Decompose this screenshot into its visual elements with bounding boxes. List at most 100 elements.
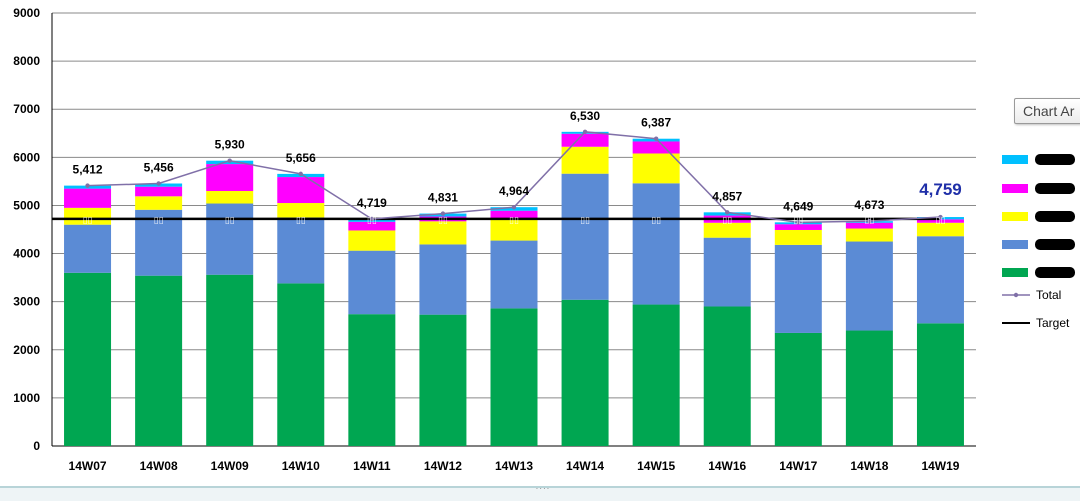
bar-segment-4 [845, 222, 893, 229]
target-marker: ▯▯ [438, 215, 448, 225]
total-data-label: 5,412 [73, 163, 103, 177]
bar-segment-2 [845, 241, 893, 331]
y-tick-label: 1000 [13, 391, 40, 405]
bar-segment-3 [703, 222, 751, 238]
bar-segment-3 [277, 203, 325, 218]
bar-segment-2 [348, 250, 396, 315]
total-point [369, 216, 375, 222]
target-marker: ▯▯ [509, 215, 519, 225]
legend-redaction [1035, 267, 1075, 278]
x-tick-label: 14W16 [708, 459, 746, 473]
x-tick-label: 14W09 [211, 459, 249, 473]
bar-segment-3 [348, 230, 396, 251]
total-data-label: 4,964 [499, 184, 529, 198]
legend-swatch-4 [1002, 184, 1028, 193]
bar-segment-3 [64, 207, 112, 225]
y-tick-label: 3000 [13, 295, 40, 309]
y-axis: 0 1000 2000 3000 4000 5000 6000 7000 8000 9000 [13, 6, 53, 453]
bar-segment-4 [632, 141, 680, 154]
x-tick-label: 14W19 [921, 459, 959, 473]
legend-target-label: Target [1036, 316, 1070, 330]
bar-segment-4 [916, 219, 964, 223]
total-data-label: 4,759 [919, 180, 962, 199]
x-tick-label: 14W14 [566, 459, 604, 473]
total-point [156, 181, 161, 186]
x-tick-label: 14W18 [850, 459, 888, 473]
bar-segment-3 [774, 229, 822, 245]
x-tick-label: 14W07 [69, 459, 107, 473]
bar-segment-2 [632, 183, 680, 305]
chart-area-tooltip: Chart Ar [1014, 98, 1080, 124]
x-axis: 14W07 14W08 14W09 14W10 14W11 14W12 14W13 14W14… [69, 459, 960, 473]
total-data-label: 5,456 [144, 161, 174, 175]
bar-segment-3 [135, 196, 183, 210]
legend-redaction [1035, 211, 1075, 222]
total-point [867, 218, 872, 224]
bar-segment-1 [64, 272, 112, 446]
x-tick-label: 14W11 [353, 459, 391, 473]
total-data-label: 5,930 [215, 138, 245, 152]
bar-segment-1 [703, 306, 751, 446]
bar-segment-1 [561, 299, 609, 446]
y-tick-label: 2000 [13, 343, 40, 357]
total-point [938, 214, 943, 220]
total-point [653, 136, 659, 141]
x-tick-label: 14W15 [637, 459, 675, 473]
x-tick-label: 14W08 [140, 459, 178, 473]
data-labels: 5,412 5,456 5,930 5,656 4,719 4,831 4,964 6,530… [73, 109, 962, 213]
stacked-bar-chart: 0 1000 2000 3000 4000 5000 6000 7000 8000 9000 ▯▯… [13, 6, 1075, 473]
y-tick-label: 0 [33, 439, 40, 453]
bar-segment-4 [561, 133, 609, 147]
bar-segment-2 [703, 237, 751, 307]
y-tick-label: 5000 [13, 198, 40, 212]
bar-segment-1 [348, 314, 396, 446]
total-line: ▯▯ ▯▯ ▯▯ ▯▯ ▯▯ ▯▯ ▯▯ ▯▯ ▯▯ ▯▯ ▯▯ ▯▯ ▯▯ [83, 129, 945, 225]
y-tick-label: 7000 [13, 102, 40, 116]
legend-total-label: Total [1036, 288, 1061, 302]
bar-segment-2 [277, 217, 325, 284]
bar-segment-4 [135, 186, 183, 197]
total-data-label: 5,656 [286, 151, 316, 165]
x-tick-label: 14W12 [424, 459, 462, 473]
x-tick-label: 14W10 [282, 459, 320, 473]
bar-segment-4 [348, 221, 396, 231]
x-tick-label: 14W17 [779, 459, 817, 473]
total-point [582, 129, 588, 135]
legend-swatch-3 [1002, 212, 1028, 221]
y-tick-label: 8000 [13, 54, 40, 68]
bar-segment-2 [419, 244, 467, 315]
target-marker: ▯▯ [83, 215, 93, 225]
target-marker: ▯▯ [580, 215, 590, 225]
bar-segment-4 [206, 164, 254, 192]
total-data-label: 4,857 [712, 189, 742, 203]
bar-segment-3 [561, 146, 609, 174]
total-data-label: 4,719 [357, 196, 387, 210]
legend-total-marker [1013, 292, 1019, 298]
bar-segment-4 [490, 210, 538, 220]
bar-segment-2 [64, 224, 112, 273]
target-marker: ▯▯ [225, 215, 235, 225]
bar-segment-4 [277, 177, 325, 204]
legend-redaction [1035, 154, 1075, 165]
bar-segment-2 [206, 203, 254, 275]
bar-segment-2 [490, 240, 538, 309]
bars [64, 131, 964, 446]
resize-grip[interactable]: ···· [535, 484, 551, 493]
target-marker: ▯▯ [367, 215, 377, 225]
total-data-label: 4,649 [783, 199, 813, 213]
bar-segment-3 [916, 222, 964, 237]
legend-swatch-2 [1002, 240, 1028, 249]
target-marker: ▯▯ [793, 215, 803, 225]
bar-segment-2 [774, 244, 822, 333]
legend-swatch-1 [1002, 268, 1028, 277]
legend: Total Target [1002, 154, 1075, 330]
bar-segment-3 [632, 153, 680, 184]
total-point [796, 220, 801, 225]
target-marker: ▯▯ [154, 215, 164, 225]
y-tick-label: 6000 [13, 150, 40, 164]
x-tick-label: 14W13 [495, 459, 533, 473]
legend-redaction [1035, 183, 1075, 194]
total-data-label: 6,387 [641, 116, 671, 130]
legend-redaction [1035, 239, 1075, 250]
total-point [440, 211, 446, 216]
